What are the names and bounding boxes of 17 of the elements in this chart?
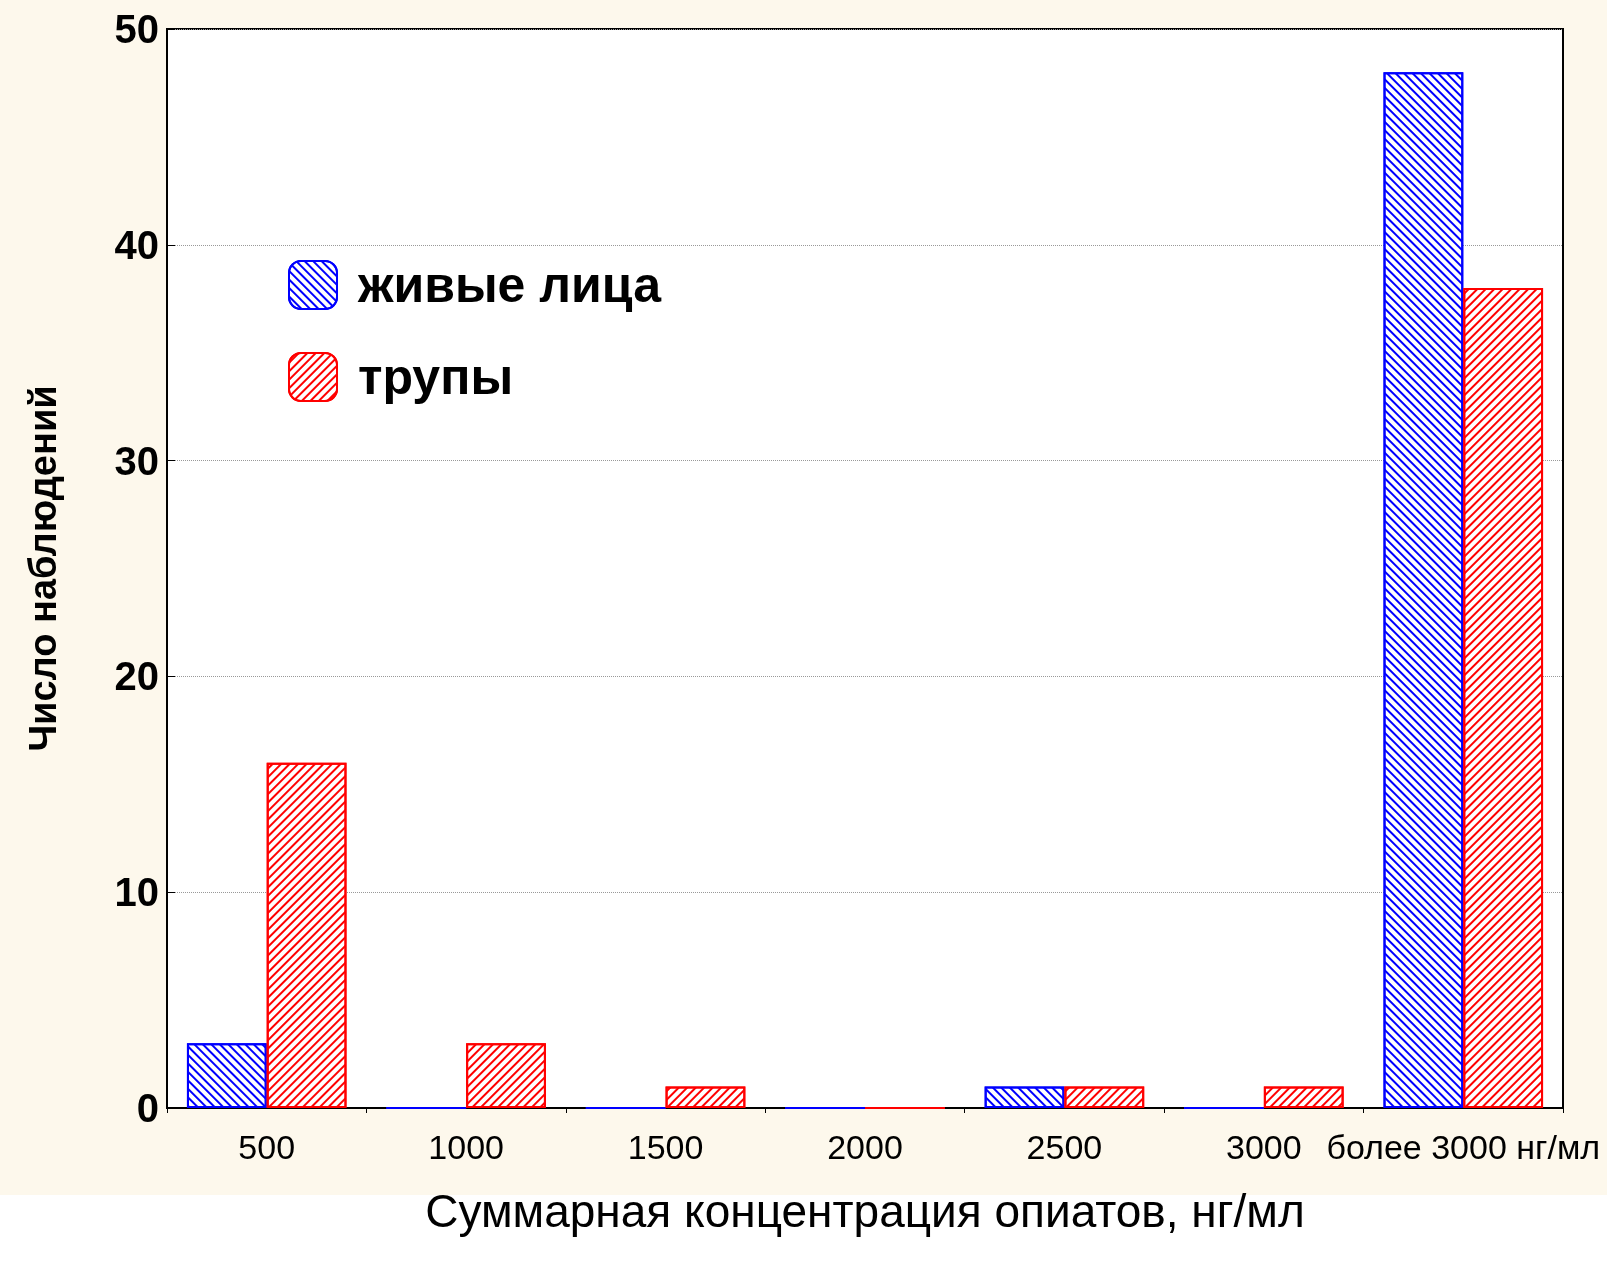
y-axis-title: Число наблюдений xyxy=(22,385,64,752)
y-tick-label: 30 xyxy=(114,438,159,483)
x-tick-label: 1000 xyxy=(428,1128,504,1166)
x-tick-label: более 3000 нг/мл xyxy=(1326,1128,1601,1166)
y-tick-label: 40 xyxy=(114,222,159,267)
y-tick-label: 10 xyxy=(114,870,159,915)
x-tick-label: 500 xyxy=(238,1128,296,1166)
x-tick-label: 3000 xyxy=(1226,1128,1302,1166)
y-tick-label: 0 xyxy=(136,1086,159,1130)
y-tick-label: 20 xyxy=(114,654,159,699)
x-tick-label: 2000 xyxy=(827,1128,903,1166)
legend-label: живые лица xyxy=(357,257,663,313)
x-tick-label: 2500 xyxy=(1026,1128,1103,1166)
x-axis-title: Суммарная концентрация опиатов, нг/мл xyxy=(425,1185,1305,1237)
y-tick-label: 50 xyxy=(114,7,159,51)
legend-label: трупы xyxy=(358,349,514,405)
x-tick-label: 1500 xyxy=(627,1128,704,1166)
